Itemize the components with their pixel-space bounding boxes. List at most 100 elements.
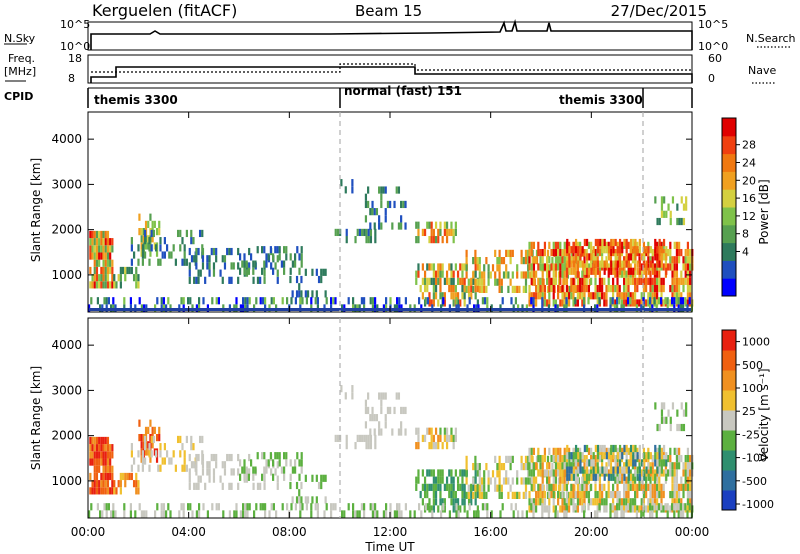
velocity-cell [618, 444, 622, 453]
velocity-cell [437, 476, 440, 484]
power-cell [594, 248, 597, 257]
velocity-cell [684, 462, 687, 470]
power-cell [100, 281, 103, 289]
power-cell [669, 210, 672, 218]
velocity-cell [109, 458, 112, 466]
velocity-cell [631, 498, 635, 506]
velocity-cell [248, 503, 251, 511]
velocity-cell [233, 510, 236, 518]
velocity-cell [623, 483, 626, 491]
velocity-cell [554, 476, 558, 484]
colorbar-swatch [722, 171, 736, 190]
power-cell [183, 251, 186, 259]
power-cell [594, 238, 597, 247]
power-cell [272, 267, 275, 275]
velocity-cell [565, 503, 568, 511]
velocity-cell [537, 490, 540, 499]
velocity-cell [98, 458, 101, 466]
velocity-cell [603, 505, 606, 513]
velocity-cell [543, 454, 547, 463]
power-cell [561, 256, 564, 264]
power-cell [664, 263, 668, 271]
power-cell [450, 277, 453, 285]
power-cell [640, 253, 644, 261]
power-cell [675, 284, 679, 293]
velocity-cell [638, 452, 641, 460]
power-cell [140, 304, 143, 312]
velocity-cell [417, 476, 420, 484]
velocity-cell [689, 483, 692, 491]
velocity-cell [263, 482, 266, 490]
velocity-cell [541, 462, 544, 470]
power-cell [678, 256, 681, 264]
velocity-cell [404, 406, 407, 415]
velocity-cell [662, 454, 665, 463]
power-cell [149, 249, 152, 257]
velocity-cell [228, 453, 231, 462]
power-cell [636, 299, 639, 307]
velocity-cell [543, 498, 547, 506]
power-cell [91, 274, 94, 282]
power-cell [421, 263, 424, 271]
velocity-cell [675, 447, 679, 455]
power-cell [559, 263, 562, 271]
velocity-cell [603, 498, 606, 506]
velocity-cell [195, 461, 198, 469]
velocity-cell [682, 469, 685, 477]
velocity-cell [546, 462, 549, 470]
velocity-cell [228, 510, 231, 518]
velocity-cell [522, 491, 525, 499]
velocity-cell [111, 444, 114, 452]
power-cell [160, 297, 163, 305]
power-cell [364, 193, 368, 201]
power-cell [660, 253, 663, 261]
velocity-cell [484, 503, 487, 511]
velocity-cell [684, 469, 687, 477]
power-cell [541, 284, 544, 293]
power-cell [356, 228, 359, 237]
velocity-cell [689, 498, 692, 506]
power-cell [161, 251, 164, 259]
velocity-cell [195, 453, 198, 462]
velocity-cell [369, 414, 372, 422]
power-cell [643, 267, 646, 275]
power-cell [660, 241, 663, 249]
power-cell [585, 277, 588, 285]
velocity-cell [463, 483, 466, 491]
velocity-cell [396, 510, 399, 518]
freq-tick-bottom: 8 [68, 72, 75, 85]
power-cell [588, 253, 591, 261]
velocity-cell [418, 503, 421, 511]
power-cell [154, 244, 158, 252]
power-cell [109, 245, 112, 253]
velocity-cell [669, 490, 672, 499]
velocity-cell [563, 454, 566, 463]
velocity-cell [571, 455, 574, 463]
velocity-cell [456, 483, 460, 491]
velocity-cell [480, 484, 484, 492]
power-cell [546, 256, 549, 264]
velocity-cell [448, 490, 451, 499]
velocity-cell [548, 476, 551, 484]
velocity-cell [89, 444, 92, 452]
velocity-cell [423, 476, 427, 484]
velocity-cell [100, 487, 103, 495]
colorbar-swatch [722, 118, 736, 137]
velocity-cell [665, 459, 668, 467]
power-cell [417, 270, 420, 278]
velocity-cell [557, 469, 560, 477]
velocity-cell [627, 483, 630, 491]
velocity-cell [413, 510, 416, 518]
station-title: Kerguelen (fitACF) [92, 1, 237, 20]
power-cell [568, 292, 571, 300]
velocity-cell [689, 462, 692, 470]
velocity-cell [539, 483, 542, 491]
colorbar-swatch [722, 330, 736, 351]
velocity-cell [140, 448, 143, 456]
velocity-cell [101, 510, 104, 518]
power-cell [176, 229, 180, 238]
velocity-cell [583, 469, 586, 477]
power-cell [106, 259, 110, 267]
power-cell [106, 245, 110, 253]
power-cell [673, 270, 676, 278]
